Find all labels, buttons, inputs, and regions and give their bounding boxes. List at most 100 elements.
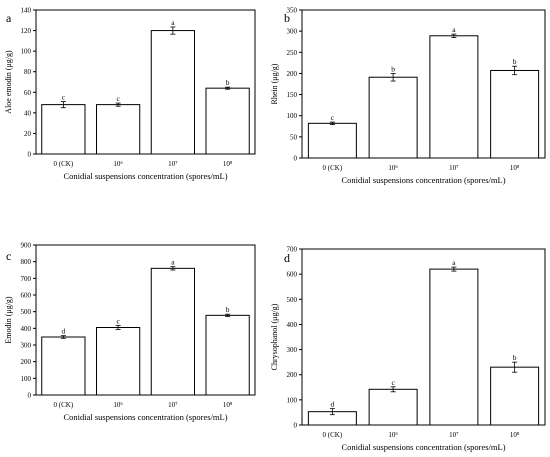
y-tick-label: 100: [21, 375, 32, 383]
y-tick-label: 350: [287, 7, 298, 15]
significance-label: b: [226, 305, 230, 314]
y-tick-label: 40: [24, 109, 32, 117]
y-tick-label: 900: [21, 242, 32, 250]
significance-label: a: [452, 25, 456, 34]
y-tick-label: 300: [287, 346, 298, 354]
bar-4: [490, 366, 540, 426]
bar-2: [95, 327, 141, 396]
y-tick-label: 20: [24, 130, 32, 138]
panel-letter: c: [6, 249, 11, 263]
bar-3: [150, 30, 196, 155]
bar-2: [95, 104, 141, 155]
x-axis-label: Conidial suspensions concentration (spor…: [63, 171, 227, 181]
x-tick-label: 10⁶: [113, 401, 123, 409]
significance-label: b: [391, 64, 395, 73]
y-tick-label: 300: [21, 342, 32, 350]
panel-letter: d: [284, 251, 290, 265]
x-axis-label: Conidial suspensions concentration (spor…: [341, 442, 505, 452]
panel-letter: b: [284, 11, 290, 25]
x-axis-label: Conidial suspensions concentration (spor…: [341, 175, 505, 185]
y-tick-label: 700: [21, 275, 32, 283]
bar-1: [307, 122, 357, 159]
bar-3: [429, 268, 479, 426]
y-tick-label: 0: [294, 422, 298, 430]
bar-4: [205, 314, 250, 396]
plot-frame: [301, 248, 546, 426]
x-tick-label: 0 (CK): [54, 401, 74, 409]
y-tick-label: 0: [28, 392, 32, 400]
x-tick-label: 10⁷: [449, 164, 459, 172]
bar-4: [205, 87, 250, 155]
x-tick-label: 10⁸: [223, 160, 233, 168]
y-tick-label: 100: [287, 112, 298, 120]
bar-3: [429, 35, 479, 159]
y-tick-label: 600: [287, 271, 298, 279]
significance-label: b: [513, 57, 517, 66]
x-tick-label: 0 (CK): [54, 160, 74, 168]
y-tick-label: 500: [287, 296, 298, 304]
y-tick-label: 80: [24, 68, 32, 76]
significance-label: b: [513, 353, 517, 362]
chart-panel-c: c 0 100 200 300 400 500 600 700 800 900 Emodin (μg/…: [4, 242, 256, 422]
panel-letter: a: [6, 11, 12, 25]
y-tick-label: 0: [294, 155, 298, 163]
y-tick-label: 250: [287, 49, 298, 57]
bar-2: [368, 388, 418, 426]
x-tick-label: 0 (CK): [323, 164, 343, 172]
significance-label: c: [331, 113, 335, 122]
y-tick-label: 0: [28, 151, 32, 159]
x-tick-label: 10⁷: [449, 431, 459, 439]
bar-1: [41, 336, 86, 396]
y-tick-label: 60: [24, 89, 32, 97]
y-axis-label: Emodin (μg/g): [4, 296, 13, 344]
y-tick-label: 200: [21, 358, 32, 366]
y-tick-label: 120: [21, 27, 32, 35]
chart-panel-d: d 0 100 200 300 400 500 600 700 Chrysophanol (μg/…: [270, 246, 546, 452]
y-tick-label: 50: [290, 133, 298, 141]
plot-frame: [35, 9, 256, 155]
x-tick-label: 10⁸: [223, 401, 233, 409]
y-axis-label: Rhein (μg/g): [270, 63, 279, 104]
bar-1: [41, 104, 86, 155]
x-axis-label: Conidial suspensions concentration (spor…: [63, 412, 227, 422]
x-tick-label: 10⁶: [113, 160, 123, 168]
bar-4: [490, 69, 540, 159]
y-tick-label: 140: [21, 7, 32, 15]
y-tick-label: 100: [287, 396, 298, 404]
significance-label: b: [226, 78, 230, 87]
significance-label: d: [62, 327, 66, 336]
x-tick-label: 10⁷: [168, 160, 178, 168]
y-tick-label: 800: [21, 258, 32, 266]
x-tick-label: 0 (CK): [323, 431, 343, 439]
significance-label: a: [171, 18, 175, 27]
significance-label: c: [116, 317, 120, 326]
significance-label: c: [62, 93, 66, 102]
x-tick-label: 10⁶: [388, 431, 398, 439]
x-tick-label: 10⁷: [168, 401, 178, 409]
y-tick-label: 150: [287, 91, 298, 99]
x-tick-label: 10⁸: [510, 164, 520, 172]
y-tick-label: 700: [287, 246, 298, 254]
y-tick-label: 600: [21, 292, 32, 300]
y-tick-label: 200: [287, 70, 298, 78]
significance-label: a: [171, 258, 175, 267]
chart-panel-a: a 0 20 40 60 80 100 120 140 Aloe emodin (μg/g) c 0 …: [4, 7, 256, 181]
y-tick-label: 500: [21, 308, 32, 316]
bar-3: [150, 267, 196, 396]
y-tick-label: 400: [287, 321, 298, 329]
y-axis-label: Aloe emodin (μg/g): [4, 50, 13, 114]
chart-panel-b: b 0 50 100 150 200 250 300 350 Rhein (μg/g) c 0 (CK…: [270, 7, 546, 185]
significance-label: a: [452, 258, 456, 267]
significance-label: d: [331, 400, 335, 409]
y-tick-label: 200: [287, 371, 298, 379]
x-tick-label: 10⁸: [510, 431, 520, 439]
significance-label: c: [116, 94, 120, 103]
plot-frame: [35, 244, 256, 396]
plot-frame: [301, 9, 546, 159]
significance-label: c: [391, 378, 395, 387]
y-tick-label: 300: [287, 28, 298, 36]
y-tick-label: 400: [21, 325, 32, 333]
x-tick-label: 10⁶: [388, 164, 398, 172]
y-tick-label: 100: [21, 48, 32, 56]
